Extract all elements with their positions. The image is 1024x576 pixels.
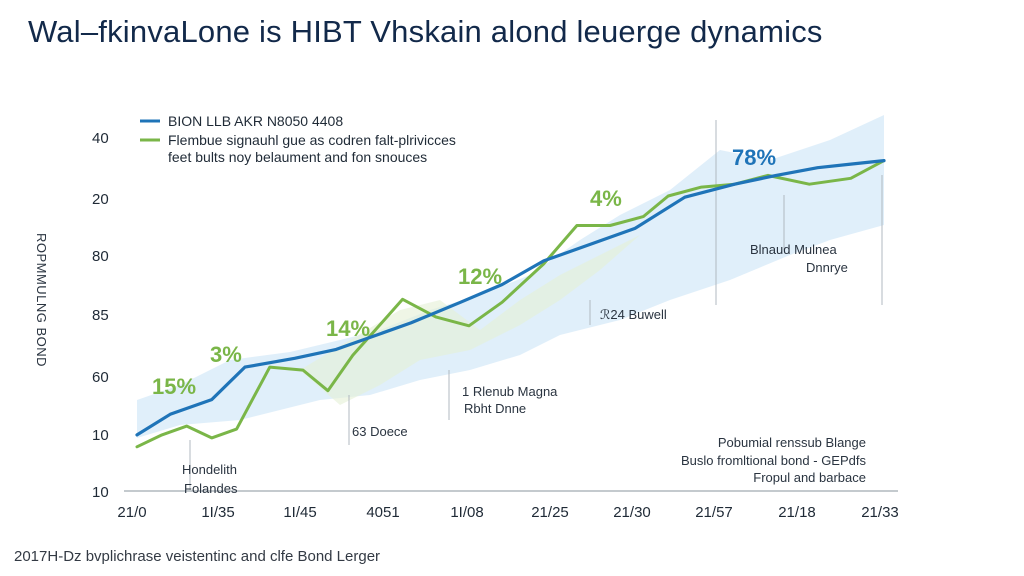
annotation-78pct: 78% (732, 145, 776, 170)
legend-label-green-sub: feet bults noy belaument and fon snouces (168, 149, 427, 165)
series-line-blue (135, 159, 886, 437)
x-tick-label: 1I/45 (283, 504, 316, 521)
annotation-text: Rbht Dnne (464, 401, 526, 416)
annotation-text: ℛ24 Buwell (600, 307, 667, 322)
annotation-12pct: 12% (458, 264, 502, 289)
y-tick-label: 10 (92, 484, 109, 501)
x-tick-label: 21/18 (778, 504, 816, 521)
annotation-text: Dnnrye (806, 260, 848, 275)
annotation-14pct: 14% (326, 316, 370, 341)
y-axis-title: ROPMMULNG BOND (34, 233, 49, 367)
annotation-text: Buslo froml‌tional bond - GEPdfs (681, 453, 866, 468)
legend-label-green: Flembue signauhl gue as codren falt-plri… (168, 132, 456, 148)
annotation-text: 1 Rlenub Magna (462, 384, 558, 399)
annotation-3pct: 3% (210, 342, 242, 367)
annotation-15pct: 15% (152, 374, 196, 399)
legend: BION LLB AKR N8050 4408 Flembue signauhl… (140, 113, 456, 165)
x-axis-ticks: 21/0 1I/35 1I/45 4051 1I/08 21/25 21/30 … (117, 504, 898, 521)
y-tick-label: 20 (92, 191, 109, 208)
x-tick-label: 1I/08 (450, 504, 483, 521)
annotation-4pct: 4% (590, 186, 622, 211)
x-tick-label: 21/30 (613, 504, 651, 521)
green-shadow-band (300, 235, 640, 405)
y-tick-label: 85 (92, 307, 109, 324)
annotation-connectors (189, 120, 883, 490)
y-tick-label: 40 (92, 130, 109, 147)
y-axis-ticks: 40 20 80 85 60 10 10 (92, 130, 109, 501)
y-tick-label: 10 (92, 427, 109, 444)
annotation-text: Hondelith (182, 462, 237, 477)
chart-footer-caption: 2017H-Dz bvplichrase veistentinc and clf… (14, 548, 381, 565)
annotation-text: Blnaud Mulnea (750, 242, 837, 257)
x-tick-label: 21/33 (861, 504, 899, 521)
annotation-text: 63 Doece (352, 424, 408, 439)
x-tick-label: 21/57 (695, 504, 733, 521)
x-tick-label: 21/25 (531, 504, 569, 521)
annotation-text: Folandes (184, 481, 238, 496)
x-tick-label: 4051 (366, 504, 399, 521)
x-tick-label: 21/0 (117, 504, 146, 521)
legend-label-blue: BION LLB AKR N8050 4408 (168, 113, 343, 129)
annotation-text: Fropul and barbace (753, 470, 866, 485)
y-tick-label: 60 (92, 369, 109, 386)
chart-title: Wal–fkinvaLone is HIBT Vhskain alond leu… (28, 14, 823, 49)
annotation-text: Pobumial renssub Blange (718, 435, 866, 450)
y-tick-label: 80 (92, 248, 109, 265)
x-tick-label: 1I/35 (201, 504, 234, 521)
